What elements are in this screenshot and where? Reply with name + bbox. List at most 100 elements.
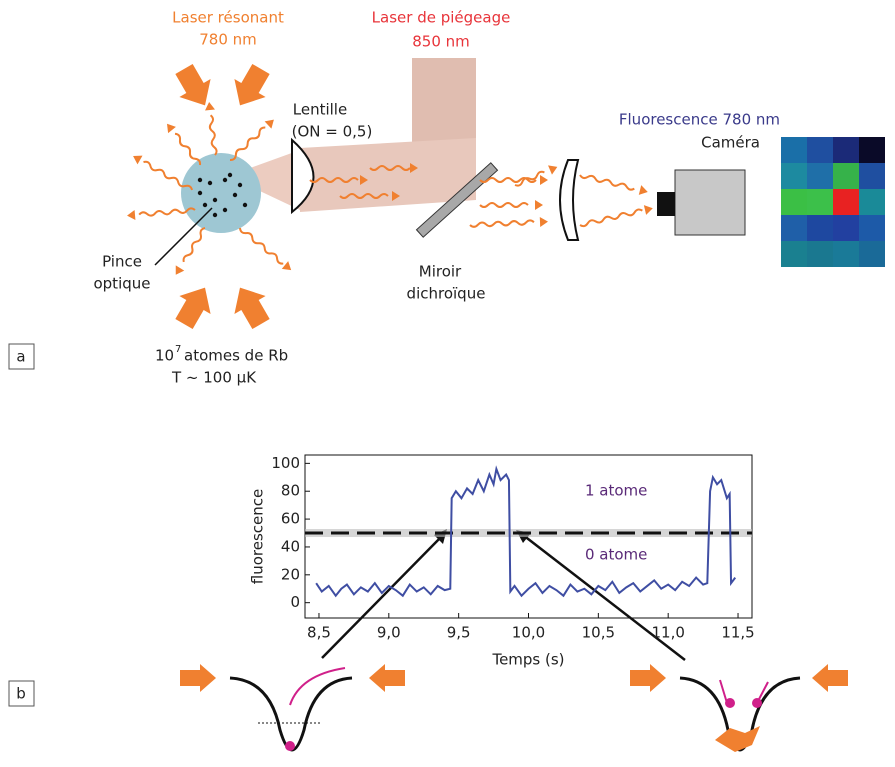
beam xyxy=(300,138,476,212)
atom xyxy=(285,741,295,751)
x-tick-label: 11,0 xyxy=(651,624,684,642)
pixel xyxy=(781,215,807,241)
pixel xyxy=(781,163,807,189)
fluorescence-wave xyxy=(182,227,206,263)
fluorescence-wave xyxy=(514,170,545,187)
atom-dot xyxy=(197,177,203,183)
atom xyxy=(752,698,762,708)
pixel xyxy=(807,137,833,163)
arrow xyxy=(522,534,686,661)
arrow xyxy=(321,534,444,659)
wave-head xyxy=(281,261,292,271)
laser-arrow xyxy=(234,63,270,106)
wave-head xyxy=(133,155,143,165)
mirror xyxy=(415,162,499,238)
trace xyxy=(315,465,737,598)
camera-pixels xyxy=(781,137,885,267)
fluorescence-wave xyxy=(479,202,529,208)
laser-arrow xyxy=(369,664,405,692)
atom xyxy=(725,698,735,708)
pixel xyxy=(807,189,833,215)
pixel xyxy=(859,241,885,267)
pixel xyxy=(807,215,833,241)
y-tick-label: 80 xyxy=(281,482,300,500)
label: Laser de piégeage xyxy=(372,9,511,27)
label: Pince xyxy=(102,253,142,271)
potential-well xyxy=(229,676,353,752)
camera xyxy=(674,169,746,236)
pixel xyxy=(859,163,885,189)
wave-head xyxy=(548,165,558,175)
x-tick-label: 8,5 xyxy=(307,624,331,642)
collision xyxy=(715,726,760,752)
wave-head xyxy=(410,163,418,173)
label: dichroïque xyxy=(407,285,486,303)
x-axis-title: Temps (s) xyxy=(491,651,564,669)
pixel xyxy=(859,137,885,163)
fluorescence-wave xyxy=(469,219,535,228)
wave-head xyxy=(167,123,176,134)
fluorescence-wave xyxy=(138,207,196,217)
pixel xyxy=(781,241,807,267)
atom-dot xyxy=(197,190,203,196)
laser-arrow xyxy=(175,287,211,330)
label: optique xyxy=(93,275,150,293)
pixel xyxy=(833,137,859,163)
atom-dot xyxy=(237,182,243,188)
atom-dot xyxy=(222,177,228,183)
fluorescence-wave xyxy=(208,114,218,156)
panel-label: a xyxy=(16,348,25,366)
panel-box xyxy=(8,343,35,370)
potential-well xyxy=(679,676,801,752)
atom-dot xyxy=(212,212,218,218)
fluorescence-wave xyxy=(369,165,411,171)
pixel xyxy=(859,189,885,215)
label: atomes de Rb xyxy=(184,347,288,365)
atom-dot xyxy=(242,202,248,208)
fluorescence-wave xyxy=(339,193,389,199)
y-tick-label: 0 xyxy=(290,593,300,611)
pixel xyxy=(807,163,833,189)
x-tick-label: 10,5 xyxy=(582,624,615,642)
atom-dot xyxy=(212,197,218,203)
y-axis-title: fluorescence xyxy=(249,489,267,584)
y-tick-label: 40 xyxy=(281,537,300,555)
pixel xyxy=(807,241,833,267)
x-tick-label: 9,0 xyxy=(377,624,401,642)
pixel xyxy=(833,241,859,267)
laser-arrow xyxy=(630,664,666,692)
label: Fluorescence 780 nm xyxy=(619,111,780,129)
laser-arrow xyxy=(812,664,848,692)
pixel xyxy=(833,189,859,215)
wave-head xyxy=(264,119,274,129)
x-tick-label: 10,0 xyxy=(512,624,545,642)
laser-arrow xyxy=(180,664,216,692)
lens xyxy=(291,137,315,215)
label: T ~ 100 µK xyxy=(171,369,257,387)
beam-cone xyxy=(228,150,300,210)
pixel xyxy=(859,215,885,241)
label: Lentille xyxy=(293,101,347,119)
x-tick-label: 9,5 xyxy=(447,624,471,642)
wave-head xyxy=(205,102,215,111)
y-tick-label: 20 xyxy=(281,565,300,583)
wave-head xyxy=(540,175,548,185)
atom-dot xyxy=(227,172,233,178)
chart: 0 20 40 60 80 100 8,5 9,0 9,5 10,0 10,5 11,0 11,5 Tem… xyxy=(249,454,755,669)
atom-dot xyxy=(207,180,213,186)
label: 780 nm xyxy=(199,31,257,49)
label: Caméra xyxy=(701,134,760,152)
wave-head xyxy=(360,175,368,185)
annotation: 1 atome xyxy=(585,482,647,500)
atom-cloud xyxy=(181,153,261,233)
wave-head xyxy=(643,205,653,215)
laser-arrow xyxy=(175,63,211,106)
fluorescence-wave xyxy=(143,160,193,191)
label: (ON = 0,5) xyxy=(292,123,373,141)
x-tick-label: 11,5 xyxy=(721,624,754,642)
fluorescence-wave xyxy=(479,177,537,183)
label: Miroir xyxy=(419,263,462,281)
decorations xyxy=(127,63,848,706)
y-tick-label: 60 xyxy=(281,510,300,528)
